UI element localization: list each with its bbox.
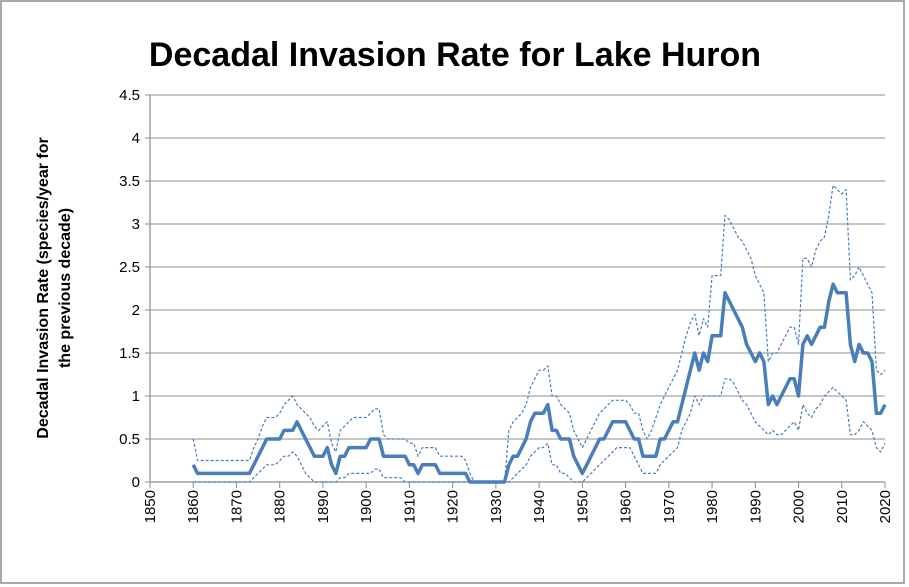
chart-title: Decadal Invasion Rate for Lake Huron xyxy=(149,36,761,74)
x-tick-label: 1940 xyxy=(531,490,548,523)
y-tick-label: 3 xyxy=(132,216,140,233)
y-axis-title-line: the previous decade) xyxy=(57,208,74,368)
y-tick-label: 0.5 xyxy=(119,431,140,448)
x-tick-label: 1960 xyxy=(618,490,635,523)
x-tick-label: 2010 xyxy=(834,490,851,523)
x-tick-label: 1890 xyxy=(315,490,332,523)
bound-line xyxy=(192,184,886,483)
x-tick-label: 1990 xyxy=(747,490,764,523)
y-tick-label: 2 xyxy=(132,302,140,319)
y-tick-label: 3.5 xyxy=(119,173,140,190)
x-tick-label: 1900 xyxy=(358,490,375,523)
y-tick-label: 2.5 xyxy=(119,259,140,276)
x-tick-label: 1930 xyxy=(488,490,505,523)
x-tick-label: 1880 xyxy=(272,490,289,523)
x-tick-label: 1850 xyxy=(142,490,159,523)
x-tick-label: 2020 xyxy=(877,490,894,523)
x-tick-label: 1910 xyxy=(401,490,418,523)
y-tick-label: 1.5 xyxy=(119,345,140,362)
x-tick-label: 2000 xyxy=(791,490,808,523)
y-tick-label: 4 xyxy=(132,130,140,147)
x-tick-label: 1920 xyxy=(445,490,462,523)
y-tick-label: 0 xyxy=(132,474,140,491)
y-tick-label: 4.5 xyxy=(119,87,140,104)
x-tick-label: 1950 xyxy=(574,490,591,523)
rate-line xyxy=(191,282,887,484)
bound-line xyxy=(193,378,886,483)
x-tick-label: 1860 xyxy=(185,490,202,523)
x-tick-label: 1970 xyxy=(661,490,678,523)
x-tick-label: 1980 xyxy=(704,490,721,523)
y-axis-title-line: Decadal Invasion Rate (species/year for xyxy=(35,137,52,438)
y-tick-label: 1 xyxy=(132,388,140,405)
x-tick-label: 1870 xyxy=(228,490,245,523)
y-axis-title: Decadal Invasion Rate (species/year for … xyxy=(35,137,74,438)
